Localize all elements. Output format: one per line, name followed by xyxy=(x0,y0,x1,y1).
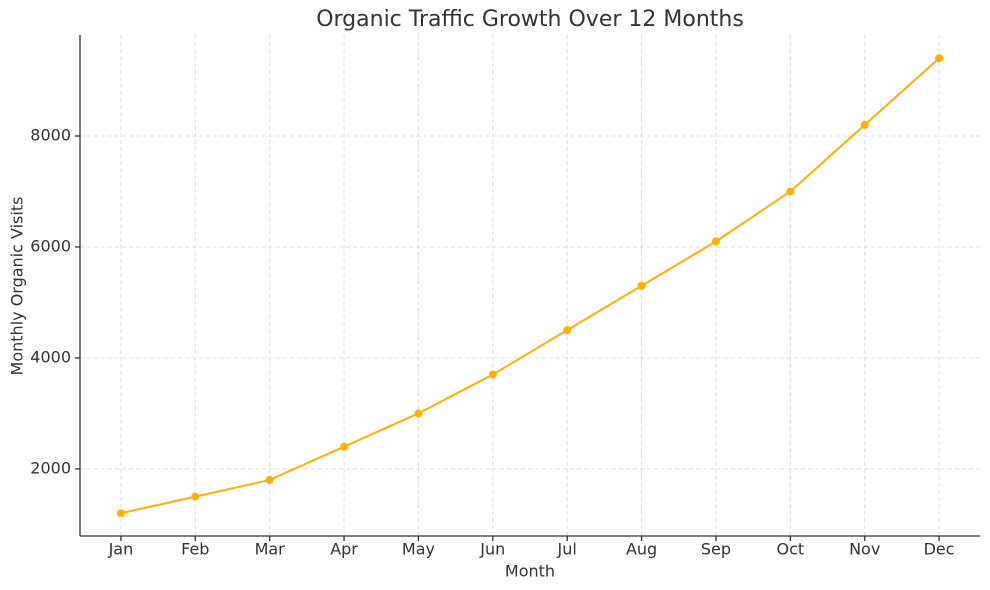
y-tick-label: 4000 xyxy=(30,347,71,366)
x-axis-label: Month xyxy=(505,562,555,581)
y-axis-label: Monthly Organic Visits xyxy=(8,197,27,376)
x-tick-label: Dec xyxy=(924,540,955,559)
point xyxy=(860,120,869,129)
point xyxy=(488,370,497,379)
x-tick-label: Oct xyxy=(776,540,804,559)
line xyxy=(120,57,940,515)
x-tick-label: Jan xyxy=(108,540,134,559)
y-tick-label: 2000 xyxy=(30,458,71,477)
x-tick-label: Sep xyxy=(701,540,731,559)
point xyxy=(116,509,125,518)
x-tick-label: Jul xyxy=(557,540,577,559)
y-tick-label: 8000 xyxy=(30,125,71,144)
y-tick-label: 6000 xyxy=(30,236,71,255)
point xyxy=(935,54,944,63)
point xyxy=(711,237,720,246)
point xyxy=(340,442,349,451)
x-tick-label: Feb xyxy=(181,540,209,559)
point xyxy=(265,475,274,484)
x-tick-label: Aug xyxy=(626,540,657,559)
point xyxy=(191,492,200,501)
point xyxy=(563,326,572,335)
chart-title: Organic Traffic Growth Over 12 Months xyxy=(316,7,744,32)
x-tick-label: Mar xyxy=(255,540,286,559)
x-tick-label: Apr xyxy=(330,540,358,559)
x-tick-label: Nov xyxy=(849,540,880,559)
point xyxy=(786,187,795,196)
x-tick-label: May xyxy=(402,540,435,559)
point xyxy=(637,281,646,290)
point xyxy=(414,409,423,418)
x-tick-label: Jun xyxy=(479,540,505,559)
